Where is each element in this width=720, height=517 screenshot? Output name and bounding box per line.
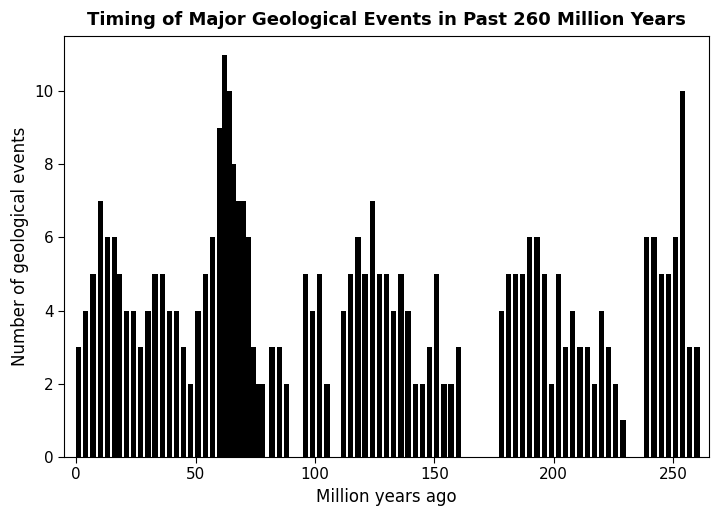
Bar bbox=[97, 201, 103, 457]
Bar bbox=[398, 274, 404, 457]
Bar bbox=[570, 311, 575, 457]
Bar bbox=[348, 274, 354, 457]
Bar bbox=[441, 384, 446, 457]
Bar bbox=[563, 347, 568, 457]
Bar bbox=[174, 311, 179, 457]
Bar bbox=[666, 274, 671, 457]
Bar bbox=[145, 311, 150, 457]
Bar bbox=[202, 274, 208, 457]
Bar bbox=[90, 274, 96, 457]
Bar bbox=[420, 384, 425, 457]
Bar bbox=[217, 128, 222, 457]
Bar bbox=[269, 347, 274, 457]
Bar bbox=[131, 311, 136, 457]
Bar bbox=[236, 201, 241, 457]
Bar bbox=[117, 274, 122, 457]
Bar bbox=[652, 237, 657, 457]
Bar bbox=[104, 237, 110, 457]
Bar bbox=[356, 237, 361, 457]
Y-axis label: Number of geological events: Number of geological events bbox=[11, 127, 29, 366]
Bar bbox=[694, 347, 700, 457]
Bar bbox=[231, 164, 236, 457]
Bar bbox=[167, 311, 172, 457]
Bar bbox=[427, 347, 432, 457]
Bar bbox=[456, 347, 461, 457]
Bar bbox=[413, 384, 418, 457]
Bar bbox=[276, 347, 282, 457]
Bar bbox=[556, 274, 561, 457]
Title: Timing of Major Geological Events in Past 260 Million Years: Timing of Major Geological Events in Pas… bbox=[87, 11, 686, 29]
Bar bbox=[240, 201, 246, 457]
Bar bbox=[260, 384, 265, 457]
Bar bbox=[362, 274, 368, 457]
Bar bbox=[112, 237, 117, 457]
Bar bbox=[124, 311, 129, 457]
Bar bbox=[527, 237, 533, 457]
Bar bbox=[317, 274, 323, 457]
Bar bbox=[592, 384, 597, 457]
Bar bbox=[160, 274, 165, 457]
Bar bbox=[84, 311, 89, 457]
Bar bbox=[534, 237, 539, 457]
Bar bbox=[303, 274, 308, 457]
Bar bbox=[138, 347, 143, 457]
Bar bbox=[687, 347, 693, 457]
X-axis label: Million years ago: Million years ago bbox=[316, 488, 457, 506]
Bar bbox=[384, 274, 390, 457]
Bar bbox=[599, 311, 604, 457]
Bar bbox=[577, 347, 582, 457]
Bar bbox=[153, 274, 158, 457]
Bar bbox=[606, 347, 611, 457]
Bar bbox=[324, 384, 330, 457]
Bar bbox=[405, 311, 410, 457]
Bar bbox=[505, 274, 511, 457]
Bar bbox=[541, 274, 546, 457]
Bar bbox=[181, 347, 186, 457]
Bar bbox=[226, 91, 232, 457]
Bar bbox=[251, 347, 256, 457]
Bar bbox=[284, 384, 289, 457]
Bar bbox=[246, 237, 251, 457]
Bar bbox=[449, 384, 454, 457]
Bar bbox=[222, 54, 227, 457]
Bar bbox=[673, 237, 678, 457]
Bar bbox=[513, 274, 518, 457]
Bar bbox=[195, 311, 201, 457]
Bar bbox=[210, 237, 215, 457]
Bar bbox=[549, 384, 554, 457]
Bar bbox=[520, 274, 526, 457]
Bar bbox=[369, 201, 375, 457]
Bar bbox=[659, 274, 664, 457]
Bar bbox=[188, 384, 194, 457]
Bar bbox=[644, 237, 649, 457]
Bar bbox=[434, 274, 439, 457]
Bar bbox=[391, 311, 397, 457]
Bar bbox=[585, 347, 590, 457]
Bar bbox=[613, 384, 618, 457]
Bar bbox=[255, 384, 261, 457]
Bar bbox=[621, 420, 626, 457]
Bar bbox=[76, 347, 81, 457]
Bar bbox=[377, 274, 382, 457]
Bar bbox=[498, 311, 504, 457]
Bar bbox=[341, 311, 346, 457]
Bar bbox=[310, 311, 315, 457]
Bar bbox=[680, 91, 685, 457]
